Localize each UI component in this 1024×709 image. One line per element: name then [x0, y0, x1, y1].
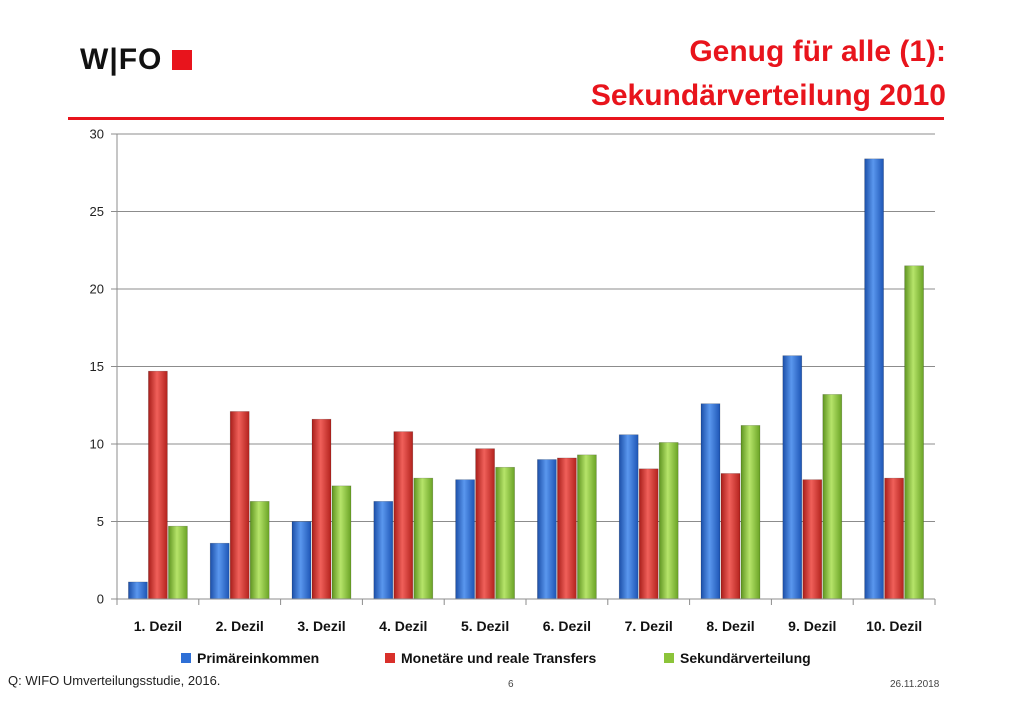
x-tick-label: 6. Dezil	[543, 618, 591, 634]
legend-label: Monetäre und reale Transfers	[401, 650, 597, 666]
bar-primaereinkommen	[209, 542, 230, 600]
y-tick-label: 5	[97, 514, 104, 529]
legend-swatch	[181, 653, 191, 663]
bar-transfers	[802, 479, 823, 600]
bar-primaereinkommen	[864, 158, 884, 600]
bar-sekundaerverteilung	[331, 485, 352, 600]
bar-primaereinkommen	[782, 355, 803, 600]
bar-sekundaerverteilung	[822, 394, 843, 600]
bar-transfers	[720, 473, 741, 600]
bar-transfers	[393, 431, 414, 600]
bar-sekundaerverteilung	[577, 454, 597, 600]
source-note: Q: WIFO Umverteilungsstudie, 2016.	[8, 673, 221, 688]
bar-transfers	[638, 468, 659, 600]
bar-sekundaerverteilung	[495, 466, 515, 600]
x-tick-label: 7. Dezil	[625, 618, 673, 634]
bar-primaereinkommen	[373, 501, 394, 600]
bar-transfers	[475, 448, 495, 600]
bar-primaereinkommen	[455, 479, 475, 600]
y-tick-label: 30	[90, 127, 104, 142]
legend-swatch	[385, 653, 395, 663]
x-tick-label: 4. Dezil	[379, 618, 427, 634]
bar-transfers	[884, 477, 904, 600]
y-tick-label: 10	[90, 437, 104, 452]
x-tick-label: 3. Dezil	[297, 618, 345, 634]
bar-primaereinkommen	[128, 581, 148, 600]
bar-sekundaerverteilung	[904, 265, 924, 600]
bar-primaereinkommen	[537, 459, 557, 600]
axes	[111, 133, 936, 605]
legend: Primäreinkommen Monetäre und reale Transf…	[181, 650, 811, 666]
x-tick-label: 2. Dezil	[216, 618, 264, 634]
legend-label: Primäreinkommen	[197, 650, 319, 666]
y-tick-label: 20	[90, 282, 104, 297]
y-tick-label: 25	[90, 204, 104, 219]
x-tick-label: 10. Dezil	[866, 618, 922, 634]
bar-transfers	[311, 418, 332, 600]
bar-transfers	[148, 370, 168, 600]
slide-title: Genug für alle (1): Sekundärverteilung 2…	[591, 30, 946, 118]
y-tick-label: 0	[97, 592, 104, 607]
x-tick-label: 9. Dezil	[788, 618, 836, 634]
legend-swatch	[664, 653, 674, 663]
bars	[128, 158, 924, 600]
bar-sekundaerverteilung	[249, 501, 270, 600]
x-tick-label: 8. Dezil	[706, 618, 754, 634]
page-number: 6	[508, 679, 514, 690]
bar-transfers	[229, 411, 250, 600]
slide-date: 26.11.2018	[890, 679, 940, 690]
logo-square-icon	[172, 50, 193, 70]
title-line-2: Sekundärverteilung 2010	[590, 79, 946, 112]
legend-label: Sekundärverteilung	[680, 650, 811, 666]
bar-primaereinkommen	[700, 403, 721, 600]
x-tick-label: 1. Dezil	[134, 618, 182, 634]
title-underline	[68, 117, 944, 120]
y-tick-label: 15	[90, 359, 104, 374]
bar-sekundaerverteilung	[658, 442, 679, 600]
bar-primaereinkommen	[291, 521, 312, 600]
x-tick-label: 5. Dezil	[461, 618, 509, 634]
bar-sekundaerverteilung	[168, 525, 188, 600]
bar-transfers	[557, 457, 577, 600]
bar-primaereinkommen	[618, 434, 639, 600]
axis-labels: 0 5 10 15 20 25 30 1. Dezil 2. Dezil 3. Dezil 4. D…	[90, 127, 923, 635]
bar-sekundaerverteilung	[740, 425, 761, 600]
wifo-logo: W|FO	[80, 43, 193, 76]
bar-sekundaerverteilung	[413, 477, 434, 600]
logo-text: W|FO	[80, 43, 163, 76]
title-line-1: Genug für alle (1):	[689, 35, 946, 68]
